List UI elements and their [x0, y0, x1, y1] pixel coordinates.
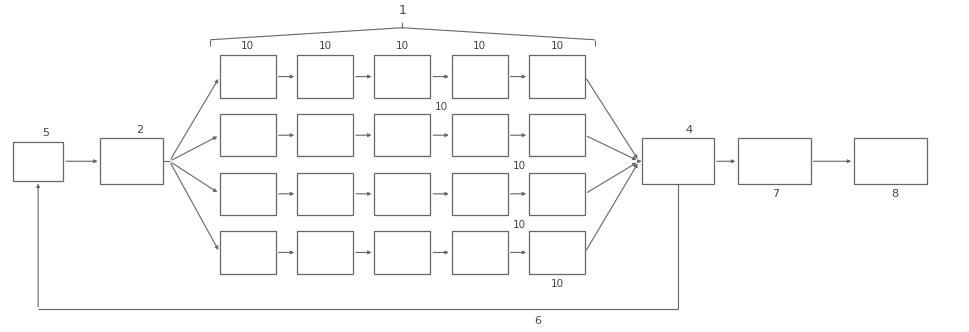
FancyBboxPatch shape	[374, 114, 430, 156]
FancyBboxPatch shape	[297, 55, 353, 98]
Text: 10: 10	[550, 279, 564, 289]
FancyBboxPatch shape	[297, 231, 353, 274]
Text: 2: 2	[136, 125, 143, 135]
FancyBboxPatch shape	[452, 55, 508, 98]
FancyBboxPatch shape	[738, 138, 811, 184]
FancyBboxPatch shape	[297, 114, 353, 156]
Text: 10: 10	[241, 41, 254, 50]
FancyBboxPatch shape	[529, 173, 585, 215]
FancyBboxPatch shape	[220, 55, 276, 98]
Text: 10: 10	[513, 220, 525, 230]
FancyBboxPatch shape	[220, 173, 276, 215]
Text: 10: 10	[473, 41, 486, 50]
Text: 10: 10	[513, 161, 525, 171]
Text: 10: 10	[435, 102, 449, 113]
Text: 1: 1	[398, 4, 406, 17]
FancyBboxPatch shape	[529, 231, 585, 274]
Text: 10: 10	[319, 41, 331, 50]
FancyBboxPatch shape	[297, 173, 353, 215]
FancyBboxPatch shape	[641, 138, 714, 184]
Text: 10: 10	[550, 41, 564, 50]
Text: 7: 7	[771, 189, 779, 199]
FancyBboxPatch shape	[452, 114, 508, 156]
FancyBboxPatch shape	[452, 231, 508, 274]
FancyBboxPatch shape	[13, 142, 63, 181]
FancyBboxPatch shape	[854, 138, 926, 184]
Text: 4: 4	[686, 125, 693, 135]
FancyBboxPatch shape	[374, 231, 430, 274]
FancyBboxPatch shape	[220, 114, 276, 156]
FancyBboxPatch shape	[374, 55, 430, 98]
Text: 10: 10	[395, 41, 409, 50]
FancyBboxPatch shape	[220, 231, 276, 274]
Text: 8: 8	[891, 189, 898, 199]
FancyBboxPatch shape	[374, 173, 430, 215]
FancyBboxPatch shape	[452, 173, 508, 215]
Text: 5: 5	[43, 128, 49, 138]
FancyBboxPatch shape	[529, 55, 585, 98]
FancyBboxPatch shape	[529, 114, 585, 156]
FancyBboxPatch shape	[101, 138, 163, 184]
Text: 6: 6	[534, 316, 541, 326]
